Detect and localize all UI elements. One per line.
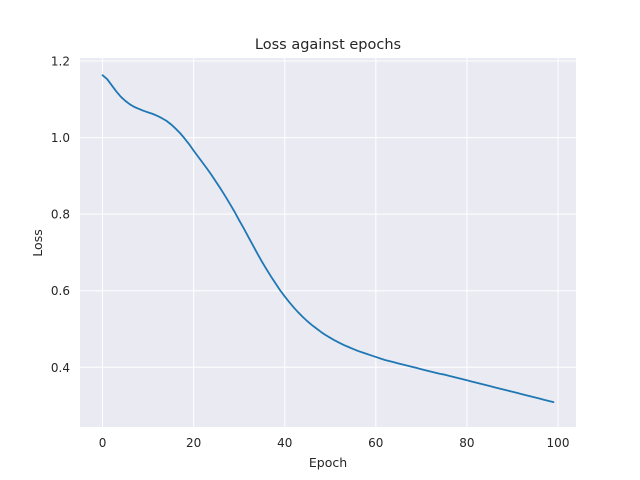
x-tick-label: 60 [368,436,383,450]
y-tick-label: 1.2 [51,55,70,69]
y-tick-label: 0.6 [51,284,70,298]
x-tick-label: 40 [277,436,292,450]
x-tick-label: 0 [99,436,107,450]
y-tick-label: 0.4 [51,361,70,375]
y-tick-label: 0.8 [51,208,70,222]
y-tick-label: 1.0 [51,131,70,145]
x-tick-label: 20 [186,436,201,450]
series-line [101,74,555,404]
tick-labels: 0 20 40 60 80 100 0.4 0.6 0.8 1.0 1.2 [51,55,570,450]
y-axis-label: Loss [30,229,45,256]
grid-lines [80,58,576,427]
chart-title: Loss against epochs [255,37,401,53]
x-tick-label: 100 [547,436,570,450]
plot-background [80,58,576,427]
series-group [101,74,555,404]
x-axis-label: Epoch [309,455,347,470]
x-tick-label: 80 [459,436,474,450]
